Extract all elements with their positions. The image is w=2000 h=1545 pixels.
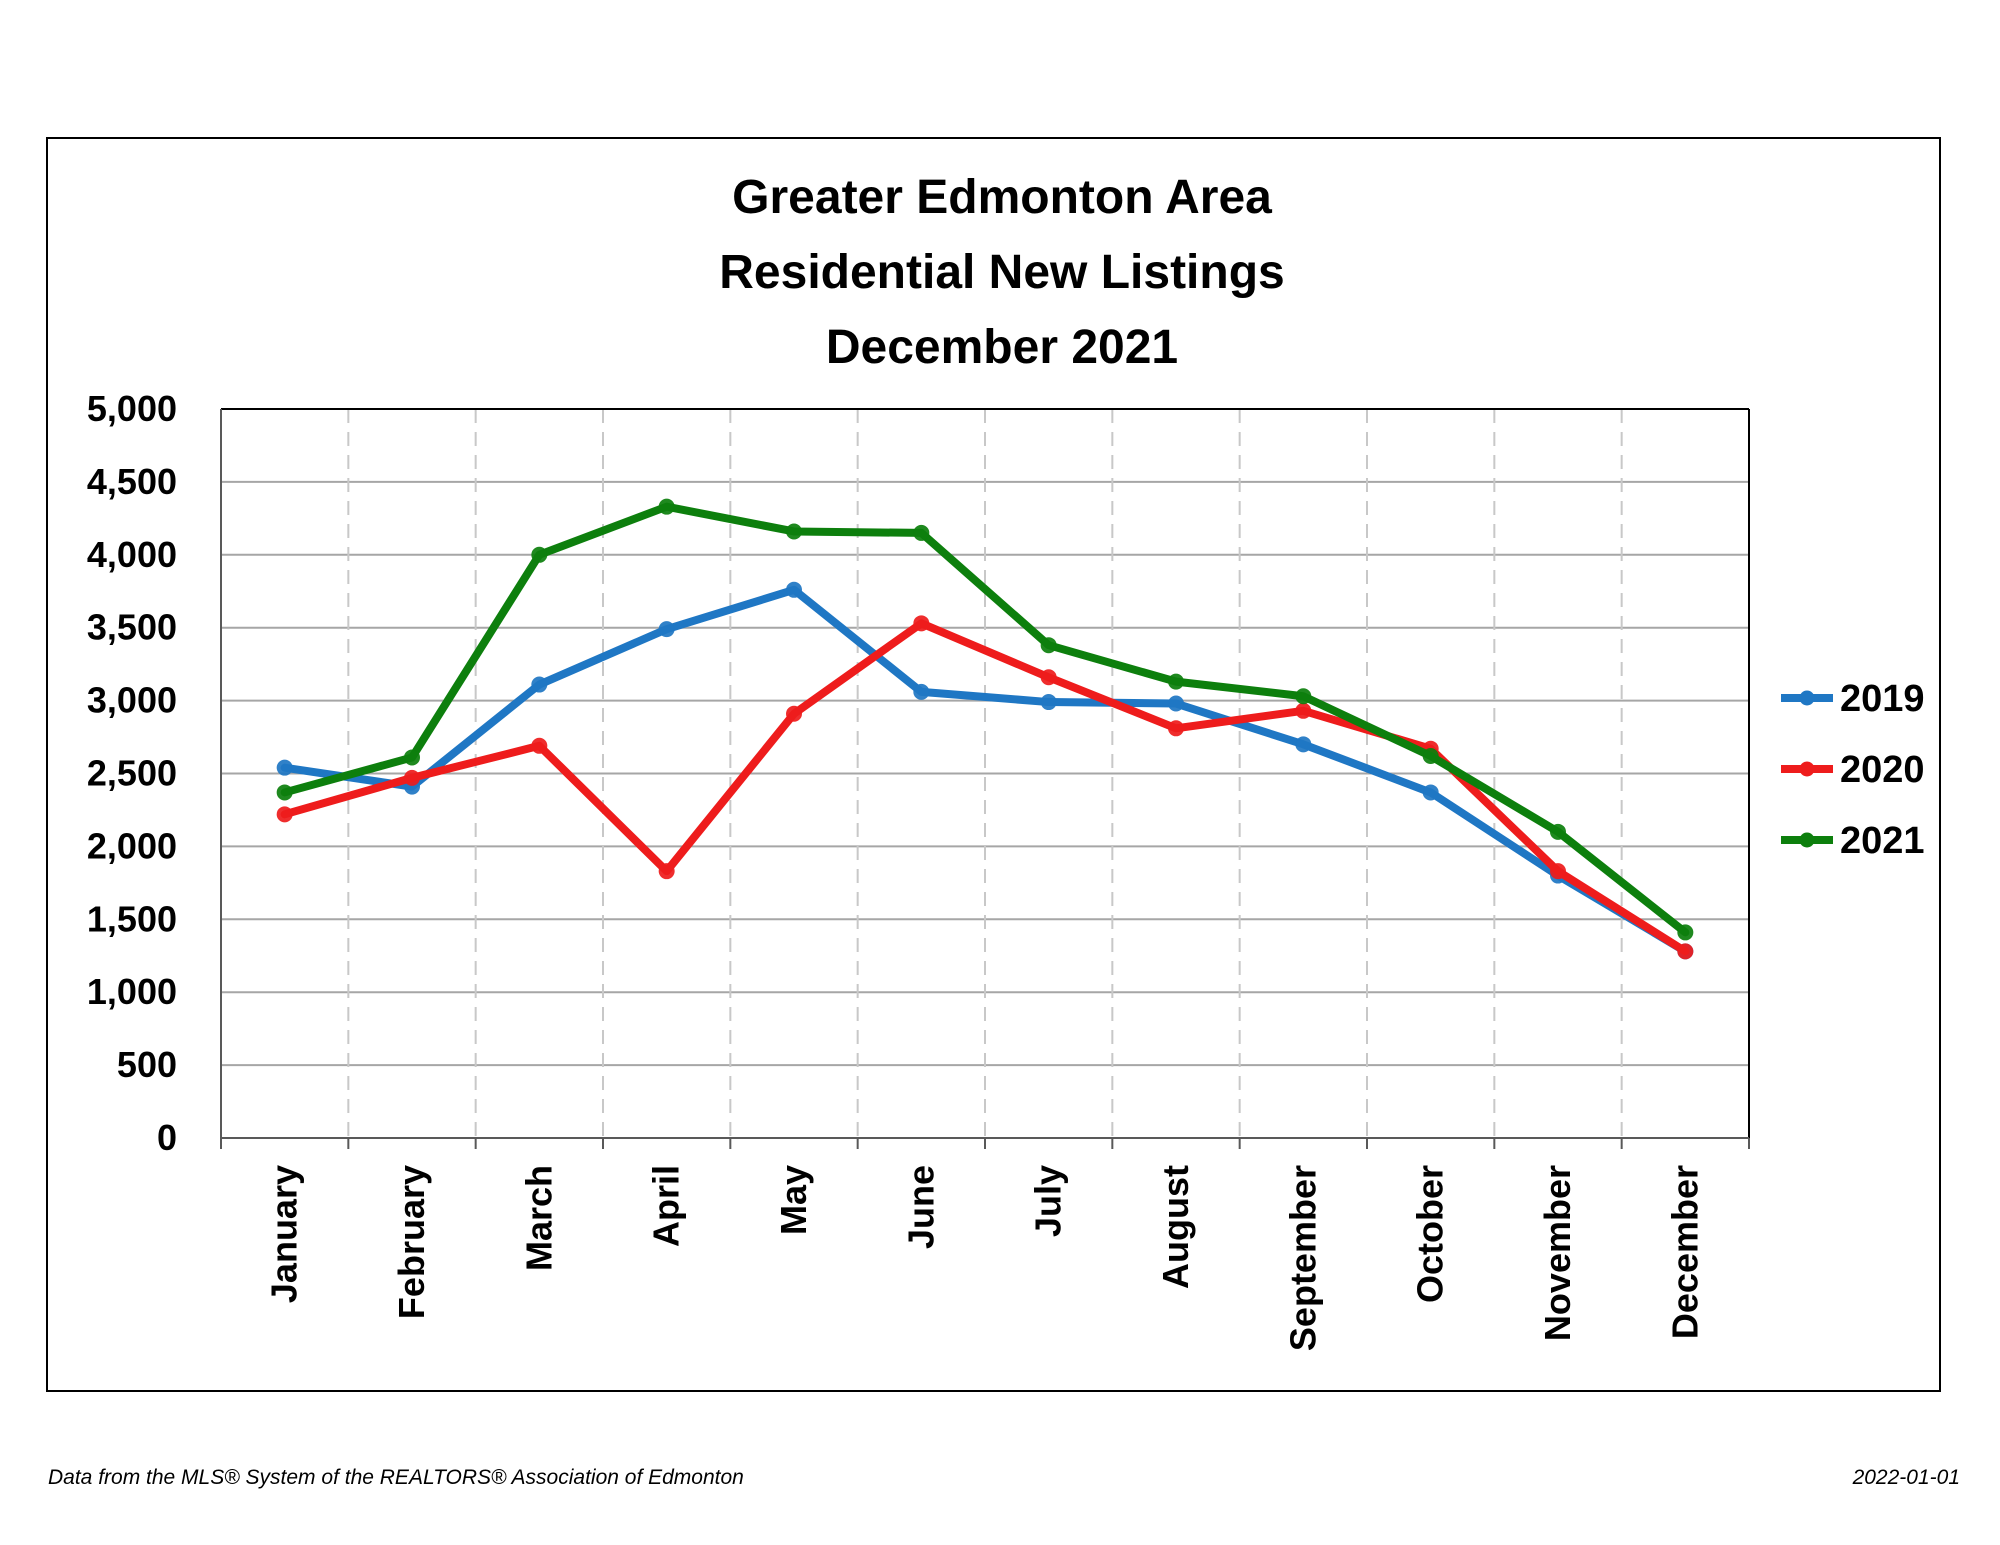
x-tick-label: May	[773, 1165, 814, 1235]
data-point	[1295, 688, 1312, 705]
y-tick-label: 3,500	[87, 607, 177, 648]
y-tick-label: 500	[117, 1044, 177, 1085]
data-point	[531, 676, 548, 693]
x-tick-label: August	[1155, 1165, 1196, 1289]
legend-item-2019: 2019	[1781, 678, 1925, 720]
data-point	[404, 769, 420, 786]
data-point	[786, 523, 802, 540]
data-point	[1295, 702, 1312, 719]
x-tick-label: January	[264, 1165, 305, 1303]
x-tick-label: December	[1664, 1165, 1705, 1339]
chart-title-line: Residential New Listings	[719, 246, 1284, 299]
data-point	[1295, 736, 1312, 753]
data-point	[786, 705, 802, 722]
legend-label: 2019	[1840, 678, 1925, 720]
legend: 2019 2020 2021	[1781, 678, 1925, 862]
legend-marker	[1799, 832, 1815, 848]
x-tick-label: September	[1282, 1165, 1323, 1351]
data-point	[1550, 863, 1566, 880]
y-tick-label: 4,000	[87, 534, 177, 575]
x-tick-label: February	[391, 1165, 432, 1319]
data-point	[531, 737, 548, 754]
axes	[220, 408, 1750, 1149]
legend-label: 2021	[1840, 820, 1925, 862]
y-tick-label: 2,000	[87, 825, 177, 866]
chart-title-line: December 2021	[826, 321, 1178, 374]
series	[276, 498, 1694, 960]
x-tick-label: March	[518, 1165, 559, 1271]
chart-frame	[46, 137, 1941, 1392]
series-line-2019	[280, 585, 1690, 956]
data-point	[1168, 695, 1184, 712]
x-tick-label: July	[1028, 1165, 1069, 1237]
data-point	[658, 621, 675, 638]
legend-label: 2020	[1840, 749, 1925, 791]
data-point	[1168, 673, 1184, 690]
x-tick-label: June	[900, 1165, 941, 1249]
y-tick-label: 0	[157, 1117, 177, 1158]
y-tick-label: 1,500	[87, 898, 177, 939]
data-point	[1040, 637, 1057, 654]
legend-marker	[1799, 761, 1815, 777]
chart-title: Greater Edmonton Area Residential New Lis…	[719, 171, 1284, 374]
grid	[221, 408, 1749, 1138]
y-tick-label: 5,000	[87, 388, 177, 429]
data-point	[1677, 943, 1694, 960]
x-tick-label: April	[646, 1165, 687, 1247]
legend-marker	[1799, 690, 1815, 706]
data-point	[658, 863, 675, 880]
legend-item-2021: 2021	[1781, 820, 1925, 862]
y-tick-label: 1,000	[87, 971, 177, 1012]
legend-item-2020: 2020	[1781, 749, 1925, 791]
data-point	[404, 749, 420, 766]
y-tick-label: 2,500	[87, 753, 177, 794]
x-axis-ticks: January February March April May June July Augu…	[264, 1165, 1706, 1351]
data-point	[1422, 784, 1439, 801]
y-tick-label: 4,500	[87, 461, 177, 502]
data-point	[786, 581, 802, 598]
data-point	[1422, 748, 1439, 765]
x-tick-label: October	[1410, 1165, 1451, 1303]
x-tick-label: November	[1537, 1165, 1578, 1341]
data-point	[276, 784, 293, 801]
series-line-2021	[280, 502, 1690, 937]
series-2021	[276, 498, 1694, 941]
data-point	[658, 498, 675, 515]
data-point	[1040, 669, 1057, 686]
data-point	[1550, 823, 1566, 840]
data-point	[1168, 720, 1184, 737]
y-axis-ticks: 0 500 1,000 1,500 2,000 2,500 3,000 3,500 4,000 4…	[87, 388, 177, 1158]
data-source-note: Data from the MLS® System of the REALTOR…	[48, 1466, 744, 1489]
data-point	[1040, 694, 1057, 711]
data-point	[913, 524, 930, 541]
data-point	[276, 759, 293, 776]
report-date: 2022-01-01	[1852, 1466, 1960, 1489]
data-point	[913, 683, 930, 700]
data-point	[531, 546, 548, 563]
data-point	[1677, 924, 1694, 941]
y-tick-label: 3,000	[87, 680, 177, 721]
data-point	[913, 615, 930, 632]
data-point	[276, 806, 293, 823]
chart-title-line: Greater Edmonton Area	[732, 171, 1272, 224]
